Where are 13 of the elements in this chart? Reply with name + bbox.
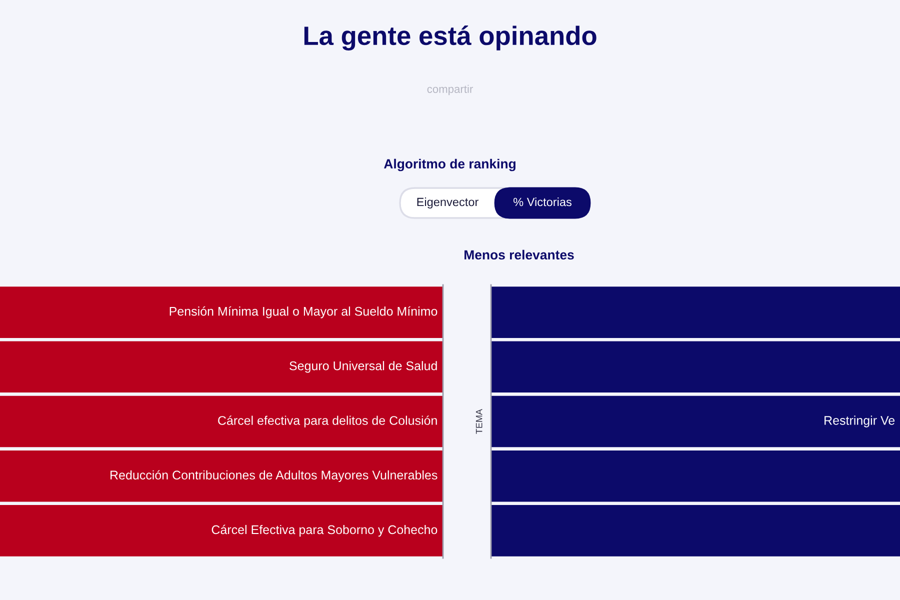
y-axis-title: TEMA — [476, 408, 482, 434]
y-tick-label: Cárcel Efectiva para Soborno y Cohecho — [212, 524, 438, 537]
text: Algoritmo de ranking — [384, 158, 516, 172]
y-tick-label: Seguro Universal de Salud — [290, 361, 437, 373]
y-tick-label: Cárcel efectiva para delitos de Colusión — [218, 416, 437, 428]
chart-title: Menos relevantes — [464, 250, 574, 260]
y-tick-label: Reducción Contribuciones de Adultos Mayores Vulnerables — [110, 470, 438, 482]
y-tick-label: Restringir Ve — [824, 416, 895, 428]
y-tick-label: Pensión Mínima Igual o Mayor al Sueldo Mínimo — [170, 306, 438, 318]
text: La gente está opinando — [304, 26, 596, 50]
text: compartir — [427, 84, 473, 96]
text: Eigenvector — [417, 197, 478, 208]
text: % Victorias — [514, 197, 572, 206]
